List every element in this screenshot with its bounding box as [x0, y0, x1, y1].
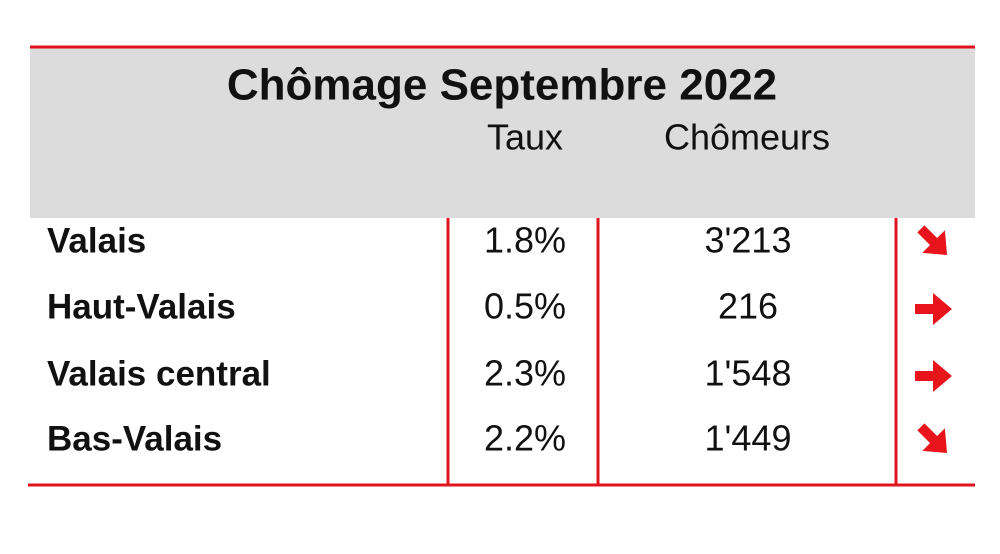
column-header: Taux: [487, 117, 563, 158]
row: Bas-Valais 2.2% 1'449: [47, 418, 948, 459]
row-label: Bas-Valais: [47, 419, 222, 458]
header-background: [30, 47, 975, 218]
column-header: Chômeurs: [664, 117, 830, 158]
row: Haut-Valais 0.5% 216: [47, 286, 952, 327]
row-label: Valais central: [47, 354, 271, 393]
cell: 216: [718, 286, 778, 327]
trend-arrow: [915, 360, 952, 392]
cell: 1'548: [705, 353, 792, 394]
row: Valais 1.8% 3'213: [47, 220, 948, 261]
trend-arrow: [917, 225, 948, 256]
row-label: Haut-Valais: [47, 287, 236, 326]
cell: 0.5%: [484, 286, 566, 327]
table-title: Chômage Septembre 2022: [227, 61, 777, 110]
cell: 2.2%: [484, 418, 566, 459]
cell: 1'449: [705, 418, 792, 459]
cell: 2.3%: [484, 353, 566, 394]
cell: 3'213: [705, 220, 792, 261]
row-label: Valais: [47, 221, 146, 260]
trend-arrow: [917, 423, 948, 454]
trend-arrow: [915, 293, 952, 325]
row: Valais central 2.3% 1'548: [47, 353, 952, 394]
cell: 1.8%: [484, 220, 566, 261]
